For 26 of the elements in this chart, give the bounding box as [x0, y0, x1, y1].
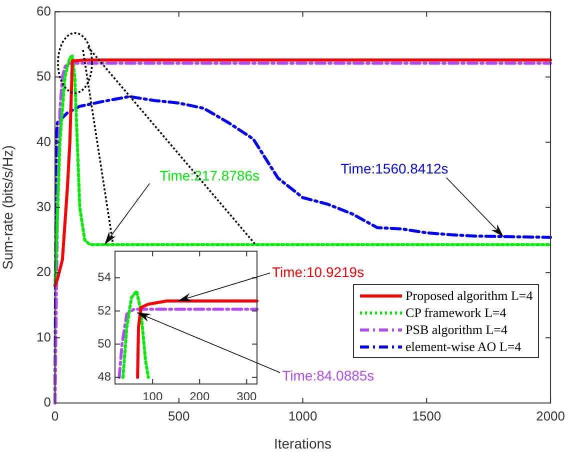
y-tick-label: 60: [36, 3, 51, 18]
line-series: [118, 308, 258, 379]
y-tick-label: 50: [36, 68, 51, 84]
x-tick-label: 1500: [412, 408, 442, 424]
legend-label: PSB algorithm L=4: [406, 322, 508, 338]
legend-label: Proposed algorithm L=4: [406, 288, 533, 304]
x-axis-title: Iterations: [274, 435, 332, 452]
x-tick-label: 500: [168, 408, 190, 424]
y-tick-label: 48: [98, 370, 112, 384]
legend-label: element-wise AO L=4: [406, 338, 522, 354]
y-axis-title: Sum-rate (bits/s/Hz): [0, 145, 16, 270]
y-tick-label: 20: [36, 264, 51, 280]
y-tick-label: 54: [98, 270, 112, 284]
x-tick-label: 1000: [288, 408, 318, 424]
y-tick-label: 10: [36, 329, 51, 344]
x-tick-label: 2000: [536, 408, 565, 424]
line-series: [121, 290, 150, 379]
legend-label: CP framework L=4: [406, 304, 506, 320]
y-tick-label: 52: [98, 303, 112, 318]
y-tick-label: 30: [36, 198, 51, 214]
annotation: Time:217.8786s: [160, 167, 260, 184]
annotation: Time:1560.8412s: [340, 160, 448, 177]
annotation: Time:10.9219s: [272, 264, 364, 280]
y-tick-label: 50: [98, 336, 112, 350]
annotation: Time:84.0885s: [282, 367, 374, 384]
y-tick-label: 40: [36, 134, 51, 149]
